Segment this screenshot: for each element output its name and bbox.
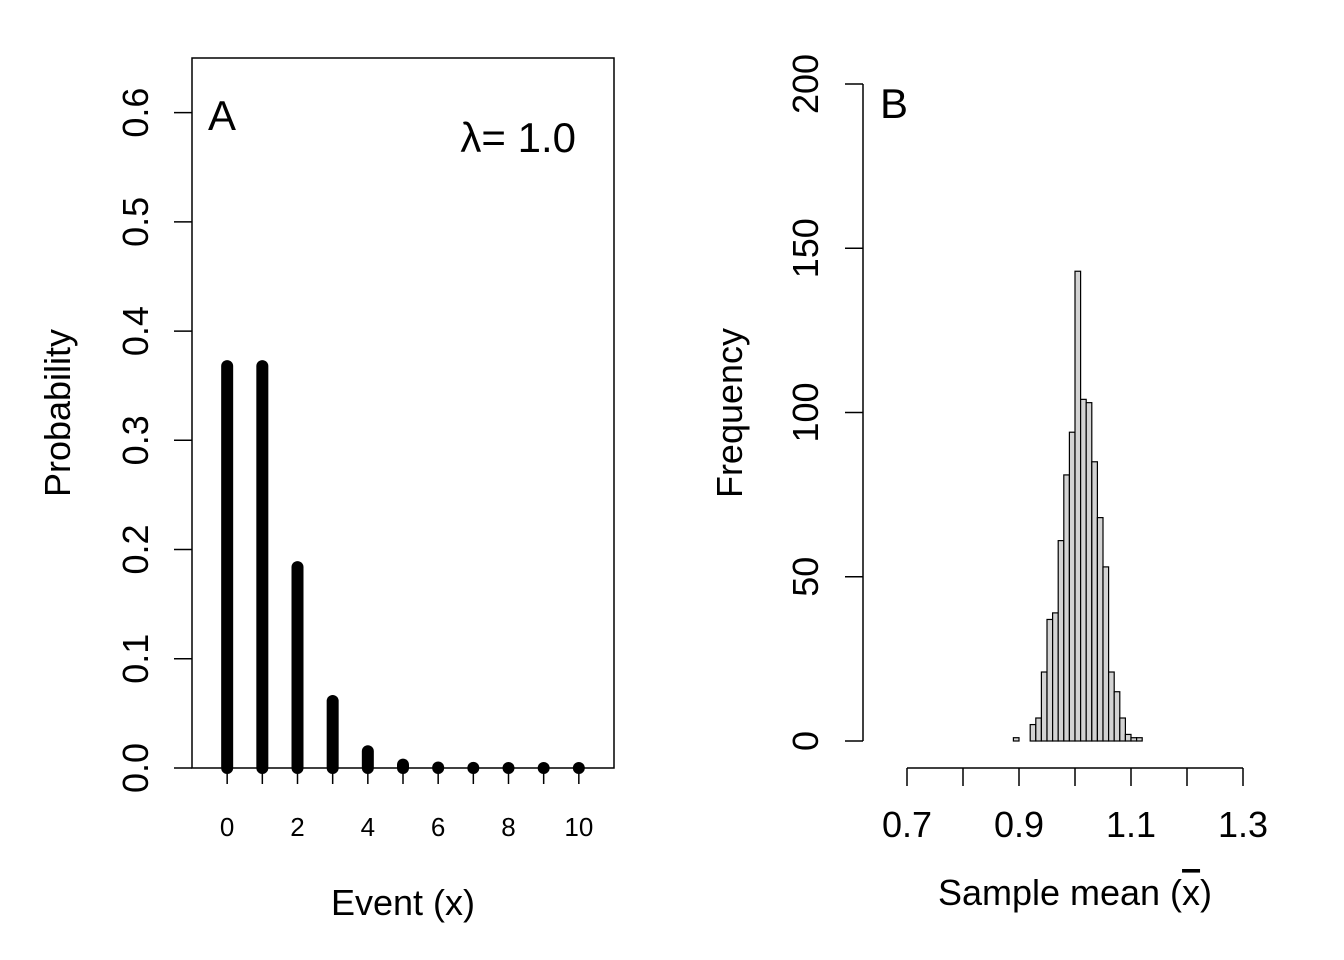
panel-b-histogram-bars <box>1012 270 1143 742</box>
panel-a-x-tick-label: 0 <box>220 812 234 842</box>
panel-b-hist-bar <box>1107 671 1115 742</box>
panel-b-x-tick-label: 1.1 <box>1106 804 1156 845</box>
panel-b-hist-bar <box>1012 737 1020 742</box>
panel-b-hist-bar <box>1063 474 1071 742</box>
panel-a-y-axis-title: Probability <box>37 329 78 497</box>
panel-a-bars <box>221 360 585 774</box>
panel-b-hist-bar <box>1135 737 1143 742</box>
panel-a-y-tick-label: 0.5 <box>115 197 156 247</box>
panel-b-label: B <box>880 80 908 127</box>
panel-b-hist-bar <box>1074 270 1082 742</box>
panel-a-x-axis-title: Event (x) <box>331 882 475 923</box>
panel-a-lambda-annotation: λ= 1.0 <box>460 114 576 161</box>
panel-b-hist-bar <box>1091 461 1099 742</box>
panel-b-x-axis-title-prefix: Sample mean ( <box>938 872 1182 913</box>
panel-b-y-axis: 0 50 100 150 200 <box>785 54 864 751</box>
panel-a-x-tick-label: 4 <box>361 812 375 842</box>
panel-a-plot-frame <box>191 57 615 769</box>
panel-b-y-tick-label: 200 <box>785 54 826 114</box>
panel-b-hist-bar <box>1057 540 1065 742</box>
panel-b-hist-bar <box>1102 566 1110 742</box>
panel-b-hist-bar <box>1046 618 1054 742</box>
panel-b-x-axis-title: Sample mean (x) <box>938 872 1212 913</box>
panel-a-y-axis: 0.0 0.1 0.2 0.3 0.4 0.5 0.6 <box>115 88 192 793</box>
panel-a-x-tick-label: 8 <box>501 812 515 842</box>
panel-a-y-tick-label: 0.0 <box>115 743 156 793</box>
panel-b-y-tick-label: 0 <box>785 731 826 751</box>
panel-b-hist-bar <box>1085 402 1093 742</box>
panel-a-y-tick-label: 0.3 <box>115 415 156 465</box>
panel-b-x-axis-title-var: x <box>1182 872 1200 913</box>
panel-a-label: A <box>208 92 236 139</box>
panel-b-hist-bar <box>1029 723 1037 742</box>
panel-a-y-tick-label: 0.4 <box>115 306 156 356</box>
panel-b-y-axis-title: Frequency <box>709 328 750 498</box>
panel-b-hist-bar <box>1035 717 1043 742</box>
panel-a-x-axis: 0 2 4 6 8 10 <box>220 768 593 842</box>
panel-b-sample-mean-histogram: 0 50 100 150 200 0.7 0.9 1.1 1.3 B Sample mean … <box>709 54 1268 913</box>
panel-b-x-tick-label: 1.3 <box>1218 804 1268 845</box>
panel-b-hist-bar <box>1124 733 1132 742</box>
panel-b-hist-bar <box>1079 398 1087 742</box>
panel-b-hist-bar <box>1068 431 1076 742</box>
panel-a-x-tick-label: 10 <box>564 812 593 842</box>
panel-b-hist-bar <box>1040 671 1048 742</box>
panel-a-y-tick-label: 0.2 <box>115 525 156 575</box>
panel-b-y-tick-label: 50 <box>785 557 826 597</box>
panel-b-x-axis-title-suffix: ) <box>1200 872 1212 913</box>
panel-b-x-tick-label: 0.9 <box>994 804 1044 845</box>
panel-a-x-tick-label: 2 <box>290 812 304 842</box>
panel-a-y-tick-label: 0.6 <box>115 88 156 138</box>
panel-b-x-tick-label: 0.7 <box>882 804 932 845</box>
panel-b-hist-bar <box>1051 612 1059 742</box>
panel-b-y-tick-label: 100 <box>785 382 826 442</box>
panel-b-hist-bar <box>1113 691 1121 742</box>
panel-a-poisson-pmf: 0.0 0.1 0.2 0.3 0.4 0.5 0.6 0 2 4 6 8 10 A λ= 1.0 E… <box>37 57 615 923</box>
panel-b-hist-bar <box>1119 717 1127 742</box>
panel-b-hist-bar <box>1096 517 1104 742</box>
panel-a-y-tick-label: 0.1 <box>115 634 156 684</box>
panel-b-hist-bar <box>1130 737 1138 742</box>
panel-b-x-axis: 0.7 0.9 1.1 1.3 <box>882 767 1268 845</box>
panel-b-y-tick-label: 150 <box>785 218 826 278</box>
panel-a-x-tick-label: 6 <box>431 812 445 842</box>
